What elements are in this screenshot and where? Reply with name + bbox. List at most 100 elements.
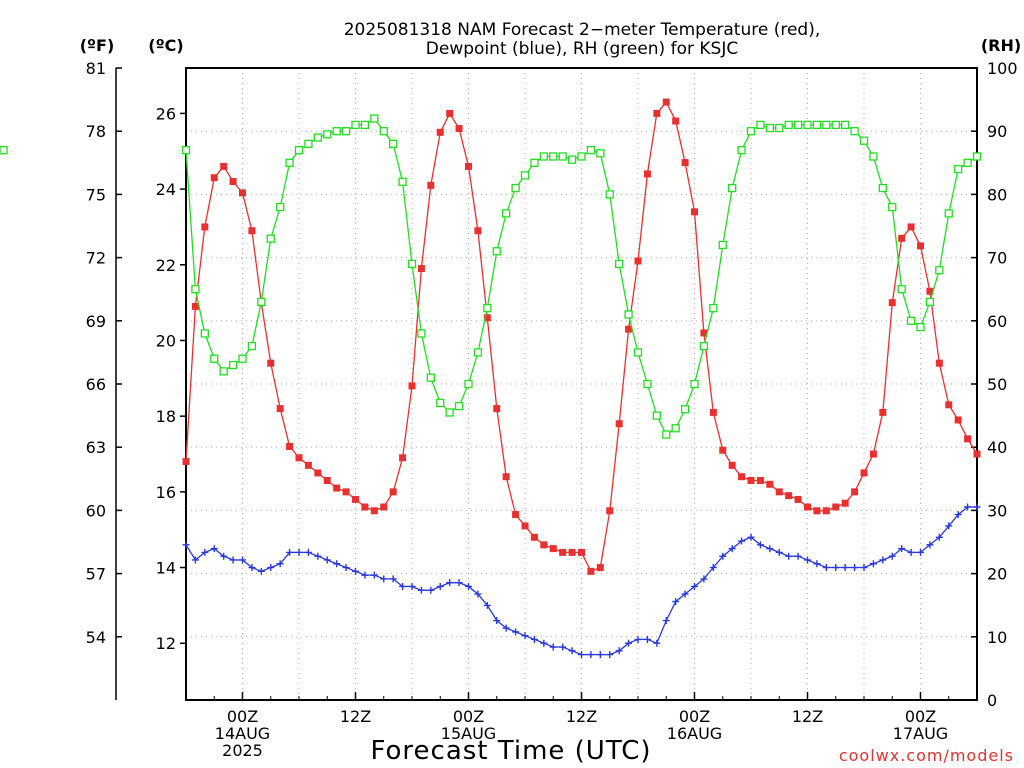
rh-point bbox=[793, 120, 803, 130]
dewpoint-point bbox=[239, 556, 246, 564]
rh-point bbox=[605, 190, 614, 199]
rh-point bbox=[407, 259, 417, 269]
rh-point bbox=[436, 398, 445, 408]
temperature-point bbox=[888, 299, 896, 307]
rh-point bbox=[210, 354, 219, 363]
rh-point bbox=[888, 202, 897, 212]
x-tick-label: 16AUG bbox=[667, 724, 722, 743]
rh-point bbox=[577, 152, 586, 161]
dewpoint-point bbox=[389, 575, 397, 583]
x-tick-label: 00Z bbox=[679, 707, 710, 726]
temperature-point bbox=[822, 507, 830, 515]
rh-point bbox=[925, 297, 935, 306]
rh-point bbox=[878, 183, 887, 193]
rh-point bbox=[398, 177, 407, 186]
rh-point bbox=[304, 139, 313, 148]
rh-line bbox=[185, 117, 978, 436]
dewpoint-point bbox=[408, 582, 416, 590]
dewpoint-point bbox=[794, 552, 802, 560]
rh-point bbox=[294, 146, 304, 155]
x-tick-label: 2025 bbox=[222, 741, 263, 760]
dewpoint-point bbox=[210, 545, 218, 553]
celsius-tick-label: 18 bbox=[156, 407, 176, 426]
temperature-point bbox=[785, 492, 793, 500]
dewpoint-line bbox=[185, 506, 977, 656]
x-tick-label: 12Z bbox=[566, 707, 597, 726]
temperature-point bbox=[954, 416, 962, 424]
rh-point bbox=[671, 424, 680, 433]
temperature-point bbox=[483, 314, 491, 322]
rh-point bbox=[228, 360, 238, 370]
rh-point bbox=[530, 158, 539, 167]
temperature-line bbox=[185, 100, 978, 573]
temperature-point bbox=[210, 174, 218, 182]
rh-point bbox=[690, 379, 699, 389]
temperature-point bbox=[832, 503, 840, 511]
celsius-tick-label: 26 bbox=[156, 104, 176, 123]
temperature-point bbox=[766, 480, 774, 488]
rh-point bbox=[935, 266, 944, 275]
dewpoint-point bbox=[662, 617, 670, 625]
rh-tick-label: 70 bbox=[987, 249, 1007, 268]
fahrenheit-tick-label: 72 bbox=[86, 249, 106, 268]
temperature-point bbox=[352, 495, 359, 503]
dewpoint-point bbox=[474, 590, 482, 598]
temperature-point bbox=[719, 446, 727, 454]
rh-point bbox=[567, 155, 577, 164]
rh-point bbox=[266, 234, 275, 243]
dewpoint-point bbox=[304, 548, 312, 556]
dewpoint-point bbox=[399, 582, 407, 590]
temperature-point bbox=[606, 507, 614, 515]
temperature-point bbox=[267, 359, 275, 367]
temperature-point bbox=[709, 408, 717, 416]
dewpoint-point bbox=[248, 564, 256, 572]
dewpoint-point bbox=[512, 628, 520, 636]
rh-point bbox=[897, 285, 906, 294]
temperature-point bbox=[408, 382, 416, 390]
x-tick-label: 00Z bbox=[905, 707, 936, 726]
rh-point bbox=[643, 379, 652, 389]
temperature-point bbox=[323, 477, 331, 485]
rh-point bbox=[841, 120, 850, 130]
temperature-point bbox=[672, 117, 680, 125]
dewpoint-point bbox=[813, 560, 821, 568]
rh-series bbox=[0, 114, 982, 439]
rh-point bbox=[586, 146, 596, 155]
dewpoint-point bbox=[596, 651, 604, 659]
temperature-point bbox=[521, 522, 529, 530]
temperature-point bbox=[691, 208, 698, 216]
rh-point bbox=[954, 164, 963, 174]
dewpoint-point bbox=[578, 651, 585, 659]
rh-tick-label: 10 bbox=[987, 628, 1007, 647]
dewpoint-point bbox=[436, 582, 444, 590]
temperature-point bbox=[756, 477, 764, 485]
temperature-point bbox=[540, 541, 548, 549]
rh-point bbox=[775, 123, 784, 133]
dewpoint-point bbox=[342, 564, 350, 572]
rh-point bbox=[341, 127, 351, 136]
temperature-point bbox=[465, 162, 472, 170]
rh-point bbox=[728, 183, 737, 193]
temperature-point bbox=[314, 469, 322, 477]
rh-point bbox=[323, 130, 332, 139]
dewpoint-point bbox=[370, 571, 378, 579]
rh-point bbox=[850, 127, 859, 136]
rh-point bbox=[191, 285, 200, 294]
dewpoint-point bbox=[643, 635, 651, 643]
chart-title-line1: 2025081318 NAM Forecast 2−meter Temperat… bbox=[344, 20, 821, 40]
dewpoint-point bbox=[681, 590, 689, 598]
dewpoint-point bbox=[314, 552, 322, 560]
dewpoint-point bbox=[756, 541, 764, 549]
rh-point bbox=[859, 136, 869, 145]
dewpoint-point bbox=[267, 564, 275, 572]
dewpoint-point bbox=[559, 643, 567, 651]
dewpoint-point bbox=[540, 639, 548, 647]
rh-point bbox=[313, 133, 322, 142]
rh-point bbox=[718, 240, 727, 250]
temperature-point bbox=[917, 242, 924, 250]
dewpoint-point bbox=[785, 552, 793, 560]
rh-point bbox=[454, 401, 464, 411]
dewpoint-point bbox=[709, 564, 717, 572]
rh-point bbox=[238, 354, 247, 363]
dewpoint-point bbox=[672, 598, 680, 606]
